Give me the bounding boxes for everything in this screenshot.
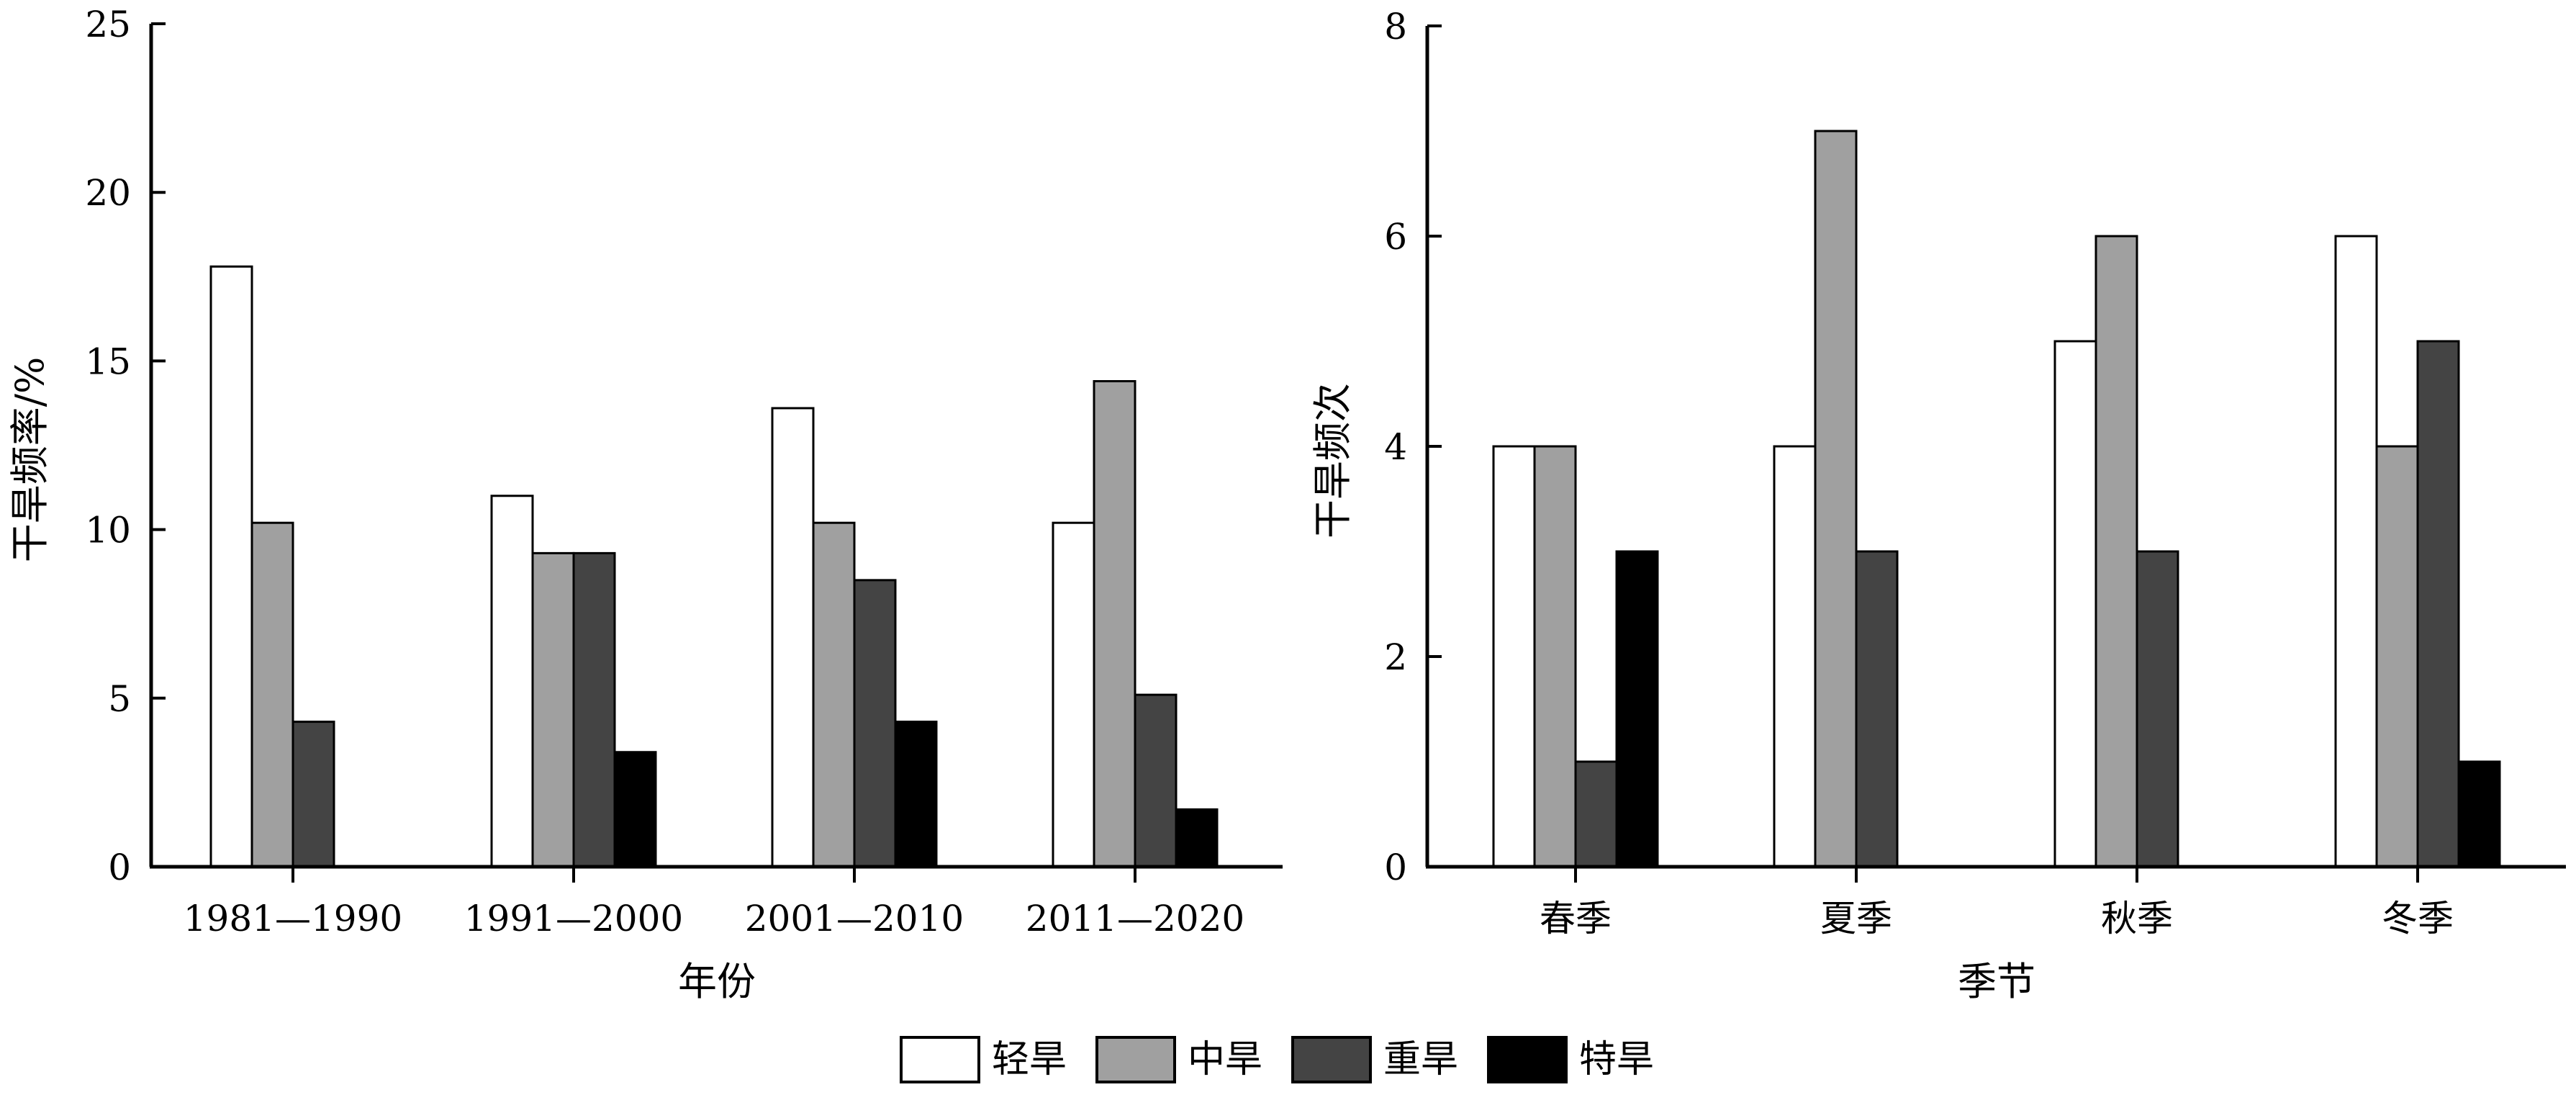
chart-panel-1: 0 5 10 15 20 25 1981—1990 1991—2000 2001—2010 201… — [7, 4, 1283, 1004]
bar-2-2-3 — [1855, 550, 1899, 868]
bar-2-4-2 — [2375, 445, 2419, 868]
x-tick-label-2-3: 秋季 — [2101, 898, 2173, 939]
legend-label-extreme: 特旱 — [1579, 1038, 1655, 1081]
y-tick-label-1-4: 20 — [85, 172, 131, 214]
x-axis-title-1: 年份 — [678, 959, 756, 1004]
y-axis-title-1: 干旱频率/% — [7, 357, 53, 563]
legend-swatch-severe — [1291, 1036, 1373, 1083]
y-tick-label-2-0: 0 — [1384, 847, 1407, 888]
bar-1-2-3 — [572, 551, 616, 868]
y-tick-label-1-2: 10 — [85, 510, 131, 551]
legend-swatch-light — [900, 1036, 980, 1083]
bar-2-1-1 — [1492, 445, 1536, 868]
y-tick-label-1-0: 0 — [108, 847, 131, 888]
bar-2-3-2 — [2094, 235, 2138, 868]
bar-1-1-1 — [209, 265, 253, 868]
y-tick-label-1-5: 25 — [85, 4, 131, 45]
bar-2-2-1 — [1773, 445, 1817, 868]
bar-1-3-2 — [812, 521, 856, 868]
bar-1-2-4 — [613, 751, 657, 868]
x-tick-label-1-1: 1981—1990 — [184, 898, 403, 939]
legend-item-light: 轻旱 — [900, 1036, 1067, 1083]
legend-swatch-moderate — [1095, 1036, 1177, 1083]
x-tick-label-1-4: 2011—2020 — [1026, 898, 1245, 939]
y-tick-label-1-3: 15 — [85, 341, 131, 382]
legend-label-light: 轻旱 — [992, 1038, 1067, 1081]
legend-swatch-extreme — [1487, 1036, 1568, 1083]
bar-1-2-2 — [531, 551, 575, 868]
legend-label-severe: 重旱 — [1383, 1038, 1459, 1081]
legend-item-moderate: 中旱 — [1095, 1036, 1262, 1083]
legend-item-extreme: 特旱 — [1487, 1036, 1654, 1083]
bar-1-4-3 — [1134, 693, 1178, 868]
y-tick-label-2-4: 8 — [1384, 6, 1407, 48]
x-tick-label-2-4: 冬季 — [2382, 898, 2454, 939]
x-tick-label-2-1: 春季 — [1540, 898, 1612, 939]
bar-2-4-1 — [2334, 235, 2378, 868]
bar-1-2-1 — [490, 495, 534, 868]
bar-1-1-3 — [292, 721, 335, 868]
y-axis-title-2: 干旱频次 — [1310, 383, 1355, 538]
y-tick-label-2-3: 6 — [1384, 216, 1407, 258]
x-tick-label-2-2: 夏季 — [1820, 898, 1892, 939]
bar-2-2-2 — [1814, 130, 1858, 868]
bar-1-3-3 — [853, 579, 897, 868]
bar-2-4-3 — [2416, 340, 2460, 868]
bar-2-3-1 — [2053, 340, 2097, 868]
bar-1-1-2 — [250, 521, 294, 868]
bar-1-3-4 — [894, 721, 938, 868]
x-axis-title-2: 季节 — [1958, 959, 2035, 1004]
bar-1-4-1 — [1052, 521, 1095, 868]
y-tick-label-2-2: 4 — [1384, 426, 1407, 468]
y-tick-label-1-1: 5 — [108, 678, 131, 720]
legend-label-moderate: 中旱 — [1188, 1038, 1263, 1081]
bar-2-1-3 — [1574, 760, 1618, 868]
bar-2-1-2 — [1533, 445, 1577, 868]
x-tick-label-1-3: 2001—2010 — [745, 898, 964, 939]
legend: 轻旱 中旱 重旱 特旱 — [900, 1029, 1654, 1090]
bar-2-3-3 — [2136, 550, 2179, 868]
bar-2-1-4 — [1615, 550, 1659, 868]
x-tick-label-1-2: 1991—2000 — [464, 898, 684, 939]
bar-1-3-1 — [771, 407, 815, 868]
y-tick-label-2-1: 2 — [1384, 636, 1407, 678]
bar-2-4-4 — [2457, 760, 2501, 868]
bar-1-4-4 — [1175, 808, 1219, 868]
legend-item-severe: 重旱 — [1291, 1036, 1458, 1083]
bar-1-4-2 — [1093, 380, 1136, 868]
